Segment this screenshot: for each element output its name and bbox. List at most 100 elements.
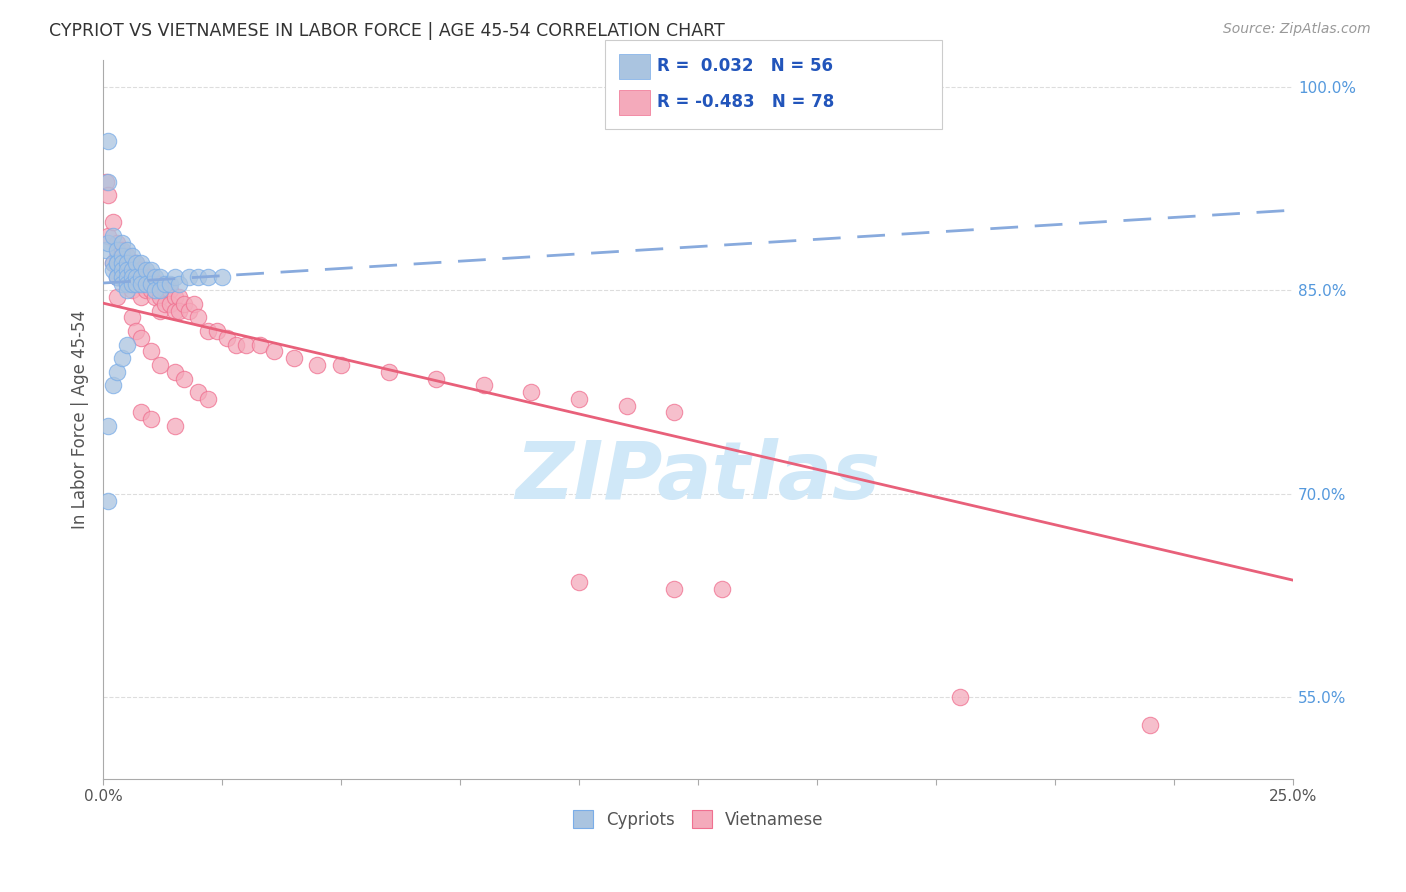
Point: [107, 256, 129, 270]
Text: R = -0.483   N = 78: R = -0.483 N = 78: [657, 93, 834, 111]
Point: [710, 582, 733, 596]
Point: [664, 582, 686, 596]
Point: [215, 331, 238, 345]
Point: [145, 269, 167, 284]
Point: [94, 175, 117, 189]
Point: [111, 269, 134, 284]
Point: [111, 256, 134, 270]
Point: [472, 378, 495, 392]
Point: [97, 175, 120, 189]
Point: [125, 269, 148, 284]
Legend: Cypriots, Vietnamese: Cypriots, Vietnamese: [567, 804, 830, 835]
Point: [111, 235, 134, 250]
Point: [149, 290, 172, 304]
Y-axis label: In Labor Force | Age 45-54: In Labor Force | Age 45-54: [72, 310, 89, 529]
Point: [145, 283, 167, 297]
Point: [97, 229, 120, 244]
Point: [121, 256, 143, 270]
Point: [163, 290, 186, 304]
Point: [153, 277, 176, 291]
Point: [129, 277, 152, 291]
Point: [121, 283, 143, 297]
Point: [115, 256, 138, 270]
Point: [616, 399, 638, 413]
Point: [107, 249, 129, 263]
Point: [163, 269, 186, 284]
Point: [330, 358, 353, 372]
Point: [139, 412, 162, 426]
Point: [121, 269, 143, 284]
Point: [139, 269, 162, 284]
Point: [107, 243, 129, 257]
Point: [125, 324, 148, 338]
Point: [111, 249, 134, 263]
Point: [159, 283, 181, 297]
Point: [263, 344, 285, 359]
Point: [121, 277, 143, 291]
Point: [197, 324, 219, 338]
Point: [115, 277, 138, 291]
Point: [139, 277, 162, 291]
Point: [169, 290, 191, 304]
Point: [129, 263, 152, 277]
Point: [121, 249, 143, 263]
Point: [101, 256, 124, 270]
Point: [163, 303, 186, 318]
Point: [115, 269, 138, 284]
Point: [145, 290, 167, 304]
Point: [169, 277, 191, 291]
Point: [107, 269, 129, 284]
Point: [197, 269, 219, 284]
Point: [101, 263, 124, 277]
Point: [115, 263, 138, 277]
Point: [177, 303, 200, 318]
Point: [111, 243, 134, 257]
Point: [159, 277, 181, 291]
Point: [149, 283, 172, 297]
Text: R =  0.032   N = 56: R = 0.032 N = 56: [657, 57, 832, 75]
Point: [125, 277, 148, 291]
Point: [187, 385, 209, 400]
Point: [149, 269, 172, 284]
Point: [97, 419, 120, 434]
Point: [173, 297, 195, 311]
Point: [115, 277, 138, 291]
Point: [149, 303, 172, 318]
Point: [283, 351, 305, 366]
Point: [153, 283, 176, 297]
Text: Source: ZipAtlas.com: Source: ZipAtlas.com: [1223, 22, 1371, 37]
Point: [94, 243, 117, 257]
Point: [249, 337, 271, 351]
Point: [211, 269, 233, 284]
Point: [129, 290, 152, 304]
Point: [111, 269, 134, 284]
Point: [949, 690, 972, 705]
Point: [197, 392, 219, 406]
Point: [135, 283, 157, 297]
Point: [97, 188, 120, 202]
Point: [115, 283, 138, 297]
Point: [207, 324, 229, 338]
Point: [183, 297, 205, 311]
Point: [149, 358, 172, 372]
Point: [135, 263, 157, 277]
Point: [129, 256, 152, 270]
Text: CYPRIOT VS VIETNAMESE IN LABOR FORCE | AGE 45-54 CORRELATION CHART: CYPRIOT VS VIETNAMESE IN LABOR FORCE | A…: [49, 22, 725, 40]
Point: [307, 358, 329, 372]
Point: [107, 256, 129, 270]
Point: [107, 235, 129, 250]
Point: [187, 269, 209, 284]
Point: [121, 263, 143, 277]
Point: [235, 337, 257, 351]
Point: [111, 263, 134, 277]
Point: [568, 392, 591, 406]
Point: [107, 365, 129, 379]
Point: [177, 269, 200, 284]
Point: [115, 243, 138, 257]
Point: [135, 269, 157, 284]
Point: [97, 235, 120, 250]
Point: [111, 256, 134, 270]
Point: [139, 283, 162, 297]
Point: [107, 269, 129, 284]
Point: [97, 134, 120, 148]
